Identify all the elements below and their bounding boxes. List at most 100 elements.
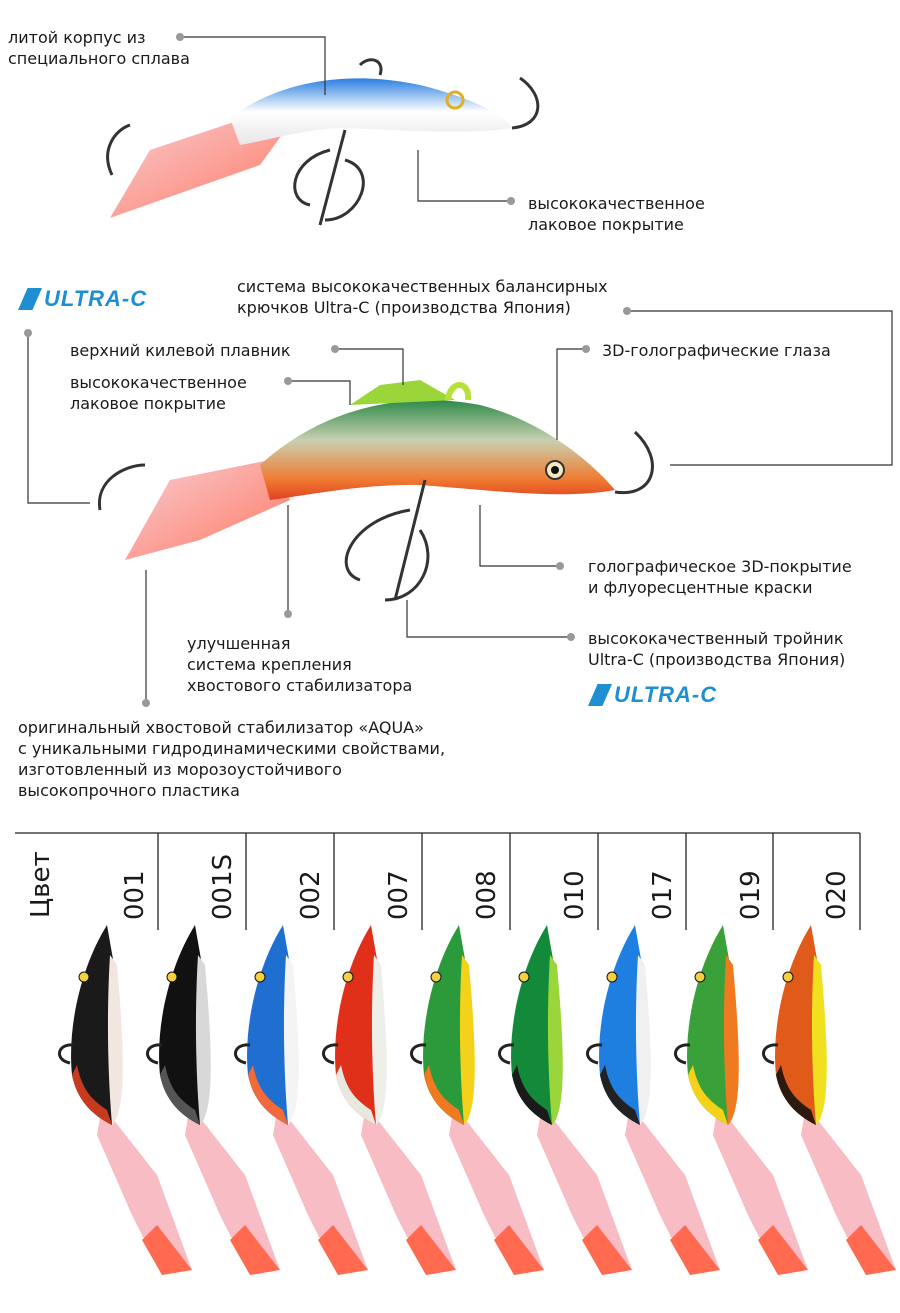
lure-tail-tip [670,1225,720,1275]
lure-body [71,925,115,1125]
lure-body [687,925,731,1125]
lure-body [775,925,819,1125]
lure-body [247,925,291,1125]
lure-variant-001 [58,925,192,1275]
color-code: 007 [384,870,414,920]
lure-tail-tip [494,1225,544,1275]
callout-keel-fin: верхний килевой плавник [70,341,291,360]
color-code: 002 [296,870,326,920]
lure-belly [195,955,211,1125]
lure-eye [694,971,706,983]
lure-variant-010 [498,925,632,1275]
lure-variant-001S [146,925,280,1275]
lure-hook-loop [586,1043,603,1065]
lure-side [248,1065,288,1125]
lure-eye [518,971,530,983]
callout-lacquer-mid: высококачественное лаковое покрытие [70,373,247,413]
top-lure-image [106,58,540,226]
lure-side [776,1065,816,1125]
lure-tail-tip [582,1225,632,1275]
lure-body [599,925,643,1125]
lure-tail [185,1105,280,1275]
color-code: 008 [472,870,502,920]
lure-eye [430,971,442,983]
lure-eye [606,971,618,983]
lure-tail [625,1105,720,1275]
ultra-c-logo: ULTRA-C [18,286,147,312]
lure-side [336,1065,376,1125]
lure-tail-tip [846,1225,896,1275]
callout-hooks-system: система высококачественных балансирных кр… [237,277,608,317]
color-variants-row [58,925,896,1275]
color-code: 019 [736,870,766,920]
lure-body [423,925,467,1125]
leader-lines [27,36,893,703]
lure-tail [713,1105,808,1275]
lure-hook-loop [146,1043,163,1065]
lure-hook-loop [58,1043,75,1065]
callout-cast-body: литой корпус из специального сплава [8,28,190,68]
lure-body [511,925,555,1125]
lure-side [600,1065,640,1125]
lure-variant-008 [410,925,544,1275]
lure-tail-tip [758,1225,808,1275]
callout-lacquer-top: высококачественное лаковое покрытие [528,194,705,234]
lure-hook-loop [674,1043,691,1065]
lure-side [160,1065,200,1125]
lure-tail [273,1105,368,1275]
callout-treble-hook: высококачественный тройник Ultra-C (произ… [588,629,846,669]
lure-belly [459,955,475,1125]
lure-belly [107,955,123,1125]
lure-tail [97,1105,192,1275]
lure-belly [723,955,739,1125]
lure-variant-017 [586,925,720,1275]
color-code: 001S [208,853,238,920]
lure-tail [361,1105,456,1275]
lure-tail [537,1105,632,1275]
lure-side [688,1065,728,1125]
lure-variant-020 [762,925,896,1275]
lure-side [512,1065,552,1125]
lure-belly [283,955,299,1125]
lure-variant-002 [234,925,368,1275]
lure-body [159,925,203,1125]
callout-tail-mount: улучшенная система крепления хвостового ст… [187,634,413,695]
lure-hook-loop [234,1043,251,1065]
color-header: Цвет [26,851,56,918]
ultra-c-logo: ULTRA-C [588,682,717,708]
lure-tail [801,1105,896,1275]
lure-hook-loop [322,1043,339,1065]
lure-variant-019 [674,925,808,1275]
lure-side [72,1065,112,1125]
callout-holographic: голографическое 3D-покрытие и флуоресцент… [588,557,852,597]
lure-eye [78,971,90,983]
callout-eyes: 3D-голографические глаза [602,341,831,360]
lure-tail-tip [318,1225,368,1275]
lure-tail-tip [230,1225,280,1275]
color-code: 001 [120,870,150,920]
color-code: 020 [822,870,852,920]
main-lure-image [98,380,654,602]
color-table-grid [15,832,861,930]
lure-eye [254,971,266,983]
callout-aqua-stabilizer: оригинальный хвостовой стабилизатор «AQU… [18,718,446,800]
color-code: 017 [648,870,678,920]
lure-eye [782,971,794,983]
color-code: 010 [560,870,590,920]
leader-dots [24,33,631,707]
lure-side [424,1065,464,1125]
lure-variant-007 [322,925,456,1275]
lure-belly [547,955,563,1125]
lure-hook-loop [410,1043,427,1065]
lure-belly [635,955,651,1125]
lure-eye [342,971,354,983]
lure-tail-tip [406,1225,456,1275]
lure-body [335,925,379,1125]
lure-tail [449,1105,544,1275]
lure-hook-loop [498,1043,515,1065]
lure-belly [371,955,387,1125]
lure-tail-tip [142,1225,192,1275]
lure-belly [811,955,827,1125]
lure-eye [166,971,178,983]
